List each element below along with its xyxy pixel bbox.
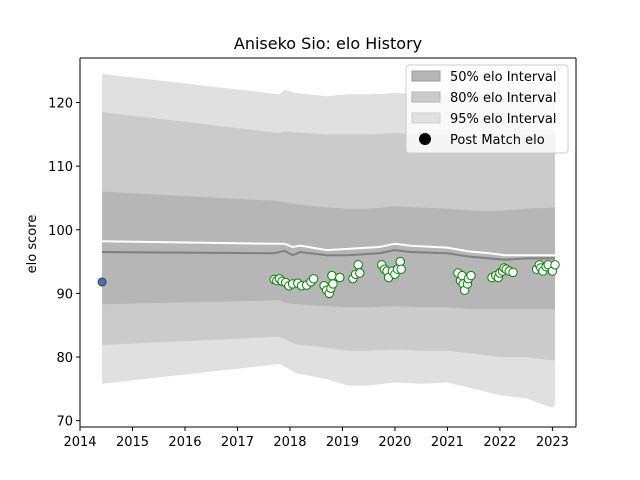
legend-swatch xyxy=(411,70,441,82)
x-tick-label: 2022 xyxy=(483,435,516,450)
y-axis-label: elo score xyxy=(25,215,40,274)
post-match-point xyxy=(466,270,476,281)
y-tick-label: 110 xyxy=(48,160,73,175)
x-tick-label: 2014 xyxy=(63,435,96,450)
first-match-point xyxy=(97,277,107,287)
x-tick-label: 2016 xyxy=(168,435,201,450)
legend-swatch-post-match xyxy=(419,133,431,145)
x-tick-label: 2023 xyxy=(536,435,569,450)
post-match-point xyxy=(308,274,319,284)
x-tick-label: 2021 xyxy=(431,435,464,450)
post-match-point xyxy=(353,260,363,270)
legend-label: 80% elo Interval xyxy=(450,91,557,106)
x-tick-label: 2019 xyxy=(326,435,359,450)
post-match-point xyxy=(508,267,518,278)
y-tick-label: 100 xyxy=(48,224,73,239)
median-line xyxy=(101,249,555,261)
legend-box xyxy=(405,64,569,154)
legend-swatch xyxy=(411,91,441,103)
x-tick-label: 2017 xyxy=(221,435,254,450)
legend: 50% elo Interval 80% elo Interval 95% elo … xyxy=(405,64,569,154)
legend-label: 50% elo Interval xyxy=(450,70,557,85)
post-match-point xyxy=(550,260,560,270)
x-tick-label: 2018 xyxy=(273,435,306,450)
x-tick-label: 2015 xyxy=(116,435,149,450)
y-tick-label: 80 xyxy=(56,351,73,366)
plot-area xyxy=(97,73,560,408)
post-match-point xyxy=(327,270,337,281)
post-match-point xyxy=(328,279,338,289)
legend-swatch xyxy=(411,112,441,124)
legend-label: Post Match elo xyxy=(450,133,545,148)
post-match-point xyxy=(335,272,345,283)
post-match-point xyxy=(355,268,365,278)
y-tick-label: 90 xyxy=(56,287,73,302)
x-tick-label: 2020 xyxy=(378,435,411,450)
mean-line xyxy=(101,240,555,257)
y-tick-label: 120 xyxy=(48,97,73,112)
chart-title: Aniseko Sio: elo History xyxy=(234,34,422,53)
post-match-point xyxy=(396,264,406,274)
post-match-point xyxy=(395,256,405,267)
y-tick-label: 70 xyxy=(56,415,73,430)
axes: 2014 2015 2016 2017 2018 2019 2020 2021 2022 2023… xyxy=(48,57,577,450)
legend-label: 95% elo Interval xyxy=(450,112,557,127)
